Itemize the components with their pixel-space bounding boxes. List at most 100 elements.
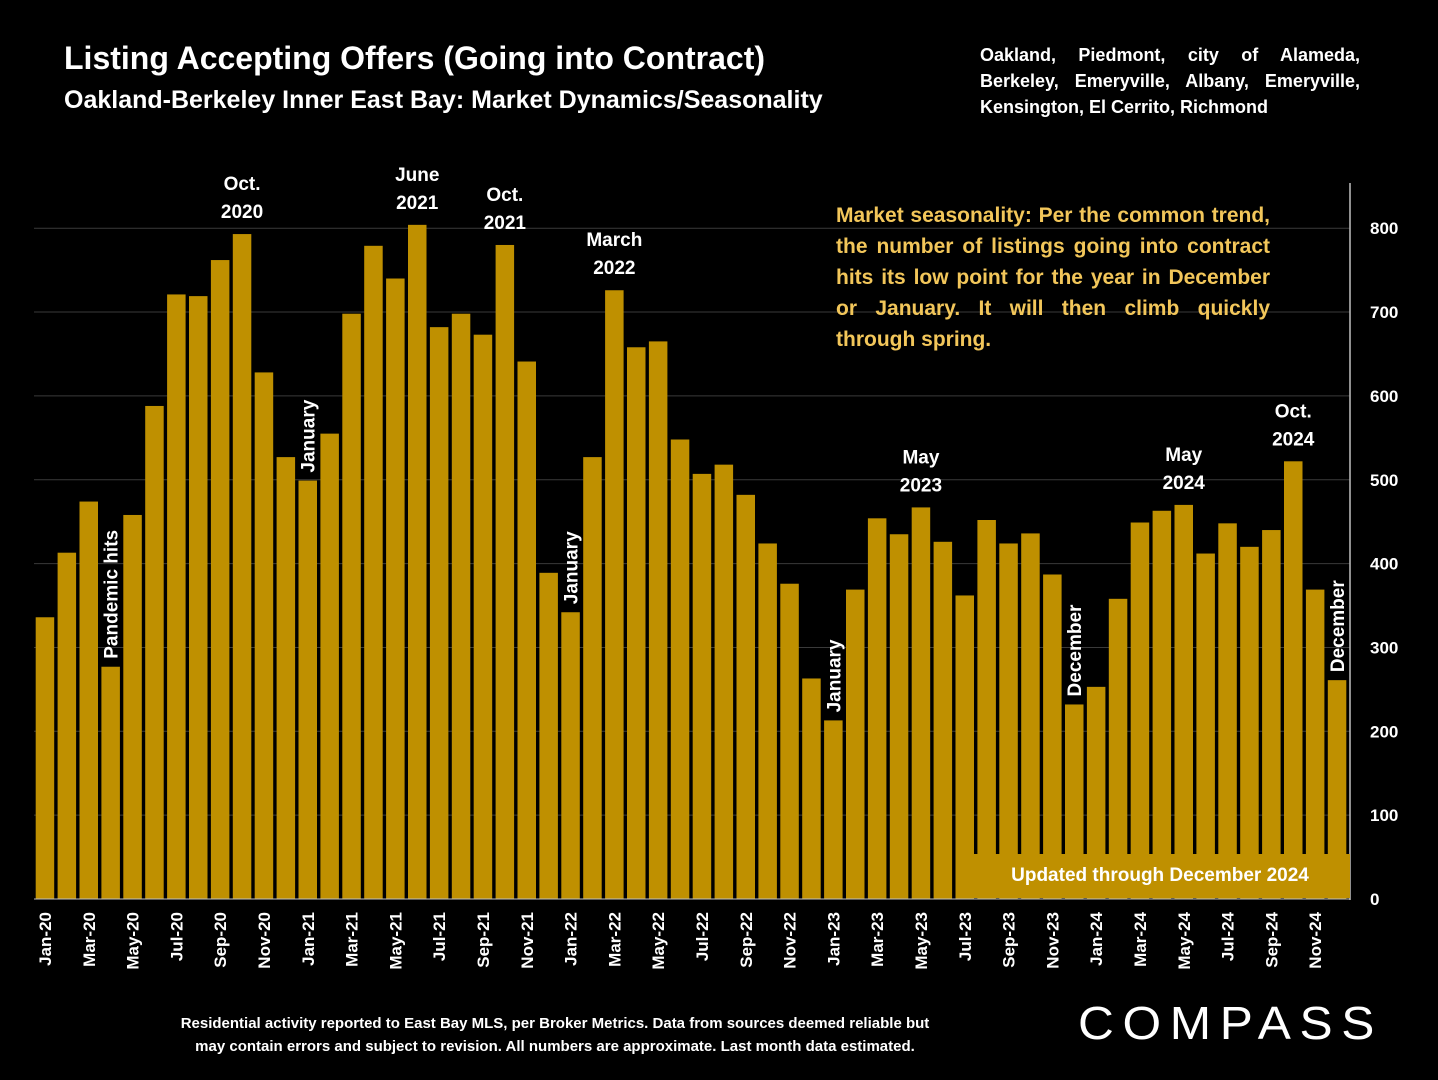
footnote-line-1: Residential activity reported to East Ba… [180, 1015, 930, 1032]
bar [320, 433, 339, 899]
x-tick-label: Nov-20 [255, 912, 274, 969]
bar [824, 720, 843, 899]
bar [846, 589, 865, 899]
bar [189, 296, 208, 899]
updated-badge: Updated through December 2024 [970, 854, 1350, 898]
y-tick-label: 600 [1370, 387, 1398, 406]
bar [780, 583, 799, 899]
bar [1152, 510, 1172, 899]
bar [79, 501, 98, 899]
bar [473, 334, 493, 899]
annotation-label-year: 2024 [1272, 429, 1315, 450]
x-tick-label: Mar-21 [343, 912, 362, 967]
bar [1065, 704, 1084, 899]
annotation-label: March [586, 230, 642, 251]
bar [1284, 461, 1303, 899]
y-tick-label: 100 [1370, 806, 1398, 825]
x-tick-label: Jan-21 [299, 912, 318, 966]
bar [670, 439, 690, 899]
x-tick-label: Jul-21 [430, 912, 449, 961]
y-tick-label: 400 [1370, 555, 1398, 574]
bar [57, 552, 77, 899]
annotation-label-year: 2021 [396, 193, 439, 214]
bar [802, 678, 821, 899]
bar [1327, 680, 1347, 899]
x-tick-label: Sep-22 [737, 912, 756, 968]
x-tick-label: May-20 [124, 912, 143, 970]
annotation-label: December [1065, 604, 1086, 696]
bar [1174, 504, 1193, 899]
x-tick-label: May-22 [649, 912, 668, 970]
annotation-label-year: 2021 [484, 213, 527, 234]
bar [342, 313, 361, 899]
y-tick-label: 300 [1370, 638, 1398, 657]
annotation-label: January [299, 399, 320, 472]
bar [736, 494, 755, 899]
x-tick-label: May-24 [1175, 911, 1194, 969]
x-tick-label: Jul-20 [167, 912, 186, 961]
x-tick-label: Jul-22 [693, 912, 712, 961]
x-tick-label: Mar-24 [1131, 911, 1150, 966]
x-tick-label: Mar-22 [605, 912, 624, 967]
bar [999, 543, 1018, 899]
bar [364, 245, 383, 900]
bar [386, 278, 405, 899]
y-tick-label: 500 [1370, 471, 1398, 490]
bar [276, 457, 296, 899]
bar [451, 313, 471, 899]
bar [933, 541, 953, 899]
footnote: Residential activity reported to East Ba… [60, 1012, 1050, 1058]
bar [429, 327, 449, 899]
bar [1130, 522, 1150, 899]
x-tick-label: May-23 [912, 912, 931, 970]
x-tick-label: Sep-20 [211, 912, 230, 968]
x-tick-label: Mar-20 [80, 912, 99, 967]
annotation-label: January [824, 639, 845, 712]
bar [495, 244, 515, 900]
x-tick-label: Jan-20 [36, 912, 55, 966]
x-tick-label: Mar-23 [868, 912, 887, 967]
bar [1108, 598, 1128, 899]
bar [977, 519, 996, 899]
bar [561, 612, 580, 899]
areas-list: Oakland, Piedmont, city of Alameda, Berk… [980, 45, 1360, 117]
bar [145, 405, 164, 899]
bar [692, 473, 712, 899]
bar [955, 595, 974, 899]
x-tick-label: Sep-23 [1000, 912, 1019, 968]
bar [1021, 533, 1040, 899]
y-tick-label: 200 [1370, 722, 1398, 741]
annotation-label: January [562, 531, 583, 604]
x-tick-label: Nov-22 [781, 912, 800, 969]
compass-logo-text: COMPASS [1078, 997, 1383, 1049]
bar [1218, 523, 1237, 899]
chart-title: Listing Accepting Offers (Going into Con… [64, 40, 766, 76]
x-tick-label: Sep-21 [474, 912, 493, 968]
seasonality-callout: Market seasonality: Per the common trend… [836, 204, 1270, 351]
chart-subtitle: Oakland-Berkeley Inner East Bay: Market … [64, 86, 823, 114]
annotation-label-year: 2020 [221, 202, 263, 223]
annotation-label: June [395, 165, 439, 186]
x-tick-label: Jul-24 [1219, 911, 1238, 961]
annotation-label-year: 2023 [900, 475, 942, 496]
x-tick-label: Jan-22 [562, 912, 581, 966]
y-tick-label: 700 [1370, 303, 1398, 322]
x-tick-label: Nov-21 [518, 912, 537, 969]
bar [210, 260, 230, 899]
bar [758, 543, 777, 899]
bar [35, 617, 55, 899]
bar [1043, 574, 1062, 899]
annotation-label: December [1328, 580, 1349, 672]
bar [254, 372, 274, 899]
bar [408, 224, 427, 899]
y-tick-label: 800 [1370, 219, 1398, 238]
bar [167, 294, 186, 899]
bar [123, 514, 142, 899]
annotation-label: Pandemic hits [102, 530, 123, 659]
x-tick-label: Jan-24 [1087, 911, 1106, 965]
annotation-label: May [902, 447, 939, 468]
bar [583, 457, 602, 899]
bar [714, 464, 734, 899]
x-tick-label: Nov-24 [1306, 911, 1325, 968]
